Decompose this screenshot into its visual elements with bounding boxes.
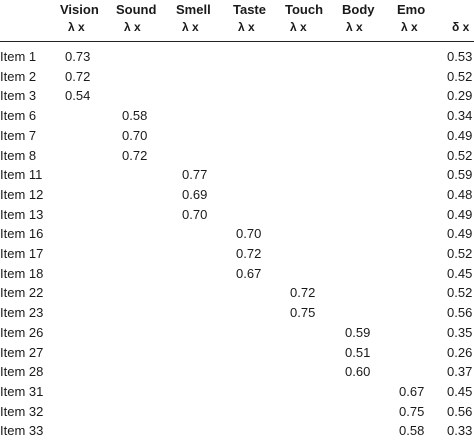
delta-value: 0.49 bbox=[447, 226, 473, 242]
delta-value: 0.52 bbox=[447, 246, 473, 261]
loading-value: 0.75 bbox=[290, 305, 316, 321]
loading-value: 0.70 bbox=[236, 226, 262, 242]
header-emo: Emo bbox=[397, 2, 426, 17]
loading-value: 0.72 bbox=[65, 68, 91, 84]
delta-value: 0.35 bbox=[447, 324, 473, 340]
subheader-touch: λ x bbox=[290, 20, 307, 34]
table-row: Item 22 0.72 0.52 bbox=[0, 283, 474, 303]
row-item-label: Item 8 bbox=[0, 147, 37, 163]
loading-value: 0.67 bbox=[236, 265, 262, 281]
table-row: Item 33 0.58 0.33 bbox=[0, 421, 474, 441]
table-row: Item 26 0.59 0.35 bbox=[0, 323, 474, 343]
loading-value: 0.54 bbox=[65, 88, 91, 104]
table-row: Item 23 0.75 0.56 bbox=[0, 303, 474, 323]
delta-value: 0.49 bbox=[447, 206, 473, 222]
delta-value: 0.37 bbox=[447, 364, 473, 380]
loading-value: 0.77 bbox=[182, 167, 208, 183]
row-item-label: Item 2 bbox=[0, 68, 37, 84]
table-row: Item 2 0.72 0.52 bbox=[0, 67, 474, 87]
loading-value: 0.72 bbox=[290, 285, 316, 301]
loading-value: 0.59 bbox=[345, 324, 371, 340]
row-item-label: Item 6 bbox=[0, 108, 37, 124]
header-sound: Sound bbox=[116, 2, 157, 17]
delta-value: 0.53 bbox=[447, 49, 473, 64]
table-row: Item 17 0.72 0.52 bbox=[0, 244, 474, 264]
loading-value: 0.51 bbox=[345, 344, 371, 360]
table-row: Item 28 0.60 0.37 bbox=[0, 362, 474, 382]
row-item-label: Item 28 bbox=[0, 364, 44, 380]
row-item-label: Item 31 bbox=[0, 383, 44, 399]
subheader-smell: λ x bbox=[182, 20, 199, 34]
header-vision: Vision bbox=[60, 2, 99, 17]
row-item-label: Item 13 bbox=[0, 206, 44, 222]
subheader-body: λ x bbox=[346, 20, 363, 34]
loading-value: 0.75 bbox=[399, 403, 425, 419]
table-row: Item 13 0.70 0.49 bbox=[0, 205, 474, 225]
row-item-label: Item 26 bbox=[0, 324, 44, 340]
loading-value: 0.72 bbox=[236, 246, 262, 261]
delta-value: 0.26 bbox=[447, 344, 473, 360]
loading-value: 0.67 bbox=[399, 383, 425, 399]
row-item-label: Item 32 bbox=[0, 403, 44, 419]
loading-value: 0.58 bbox=[122, 108, 148, 124]
delta-value: 0.34 bbox=[447, 108, 473, 124]
subheader-taste: λ x bbox=[238, 20, 255, 34]
table-row: Item 31 0.67 0.45 bbox=[0, 382, 474, 402]
row-item-label: Item 33 bbox=[0, 423, 44, 439]
row-item-label: Item 7 bbox=[0, 127, 37, 143]
delta-value: 0.45 bbox=[447, 265, 473, 281]
delta-value: 0.56 bbox=[447, 403, 473, 419]
row-item-label: Item 27 bbox=[0, 344, 44, 360]
table-row: Item 1 0.73 0.53 bbox=[0, 47, 474, 67]
row-item-label: Item 12 bbox=[0, 186, 44, 202]
header-body: Body bbox=[342, 2, 375, 17]
table-row: Item 7 0.70 0.49 bbox=[0, 126, 474, 146]
subheader-sound: λ x bbox=[124, 20, 141, 34]
delta-value: 0.48 bbox=[447, 186, 473, 202]
table-row: Item 11 0.77 0.59 bbox=[0, 165, 474, 185]
row-item-label: Item 22 bbox=[0, 285, 44, 301]
delta-value: 0.52 bbox=[447, 285, 473, 301]
loading-value: 0.60 bbox=[345, 364, 371, 380]
delta-value: 0.52 bbox=[447, 147, 473, 163]
row-item-label: Item 11 bbox=[0, 167, 43, 183]
loading-value: 0.70 bbox=[182, 206, 208, 222]
row-item-label: Item 3 bbox=[0, 88, 37, 104]
header-smell: Smell bbox=[176, 2, 211, 17]
table-row: Item 18 0.67 0.45 bbox=[0, 264, 474, 284]
subheader-vision: λ x bbox=[68, 20, 85, 34]
table-row: Item 3 0.54 0.29 bbox=[0, 86, 474, 106]
delta-value: 0.56 bbox=[447, 305, 473, 321]
header-rule bbox=[0, 41, 474, 42]
subheader-delta: δ x bbox=[452, 20, 470, 34]
header-touch: Touch bbox=[285, 2, 324, 17]
loading-value: 0.58 bbox=[399, 423, 425, 439]
table-row: Item 8 0.72 0.52 bbox=[0, 146, 474, 166]
delta-value: 0.49 bbox=[447, 127, 473, 143]
table-row: Item 16 0.70 0.49 bbox=[0, 224, 474, 244]
header-taste: Taste bbox=[233, 2, 266, 17]
row-item-label: Item 18 bbox=[0, 265, 44, 281]
subheader-emo: λ x bbox=[401, 20, 418, 34]
row-item-label: Item 1 bbox=[0, 49, 37, 64]
table-row: Item 32 0.75 0.56 bbox=[0, 402, 474, 422]
delta-value: 0.59 bbox=[447, 167, 473, 183]
row-item-label: Item 23 bbox=[0, 305, 44, 321]
loading-value: 0.73 bbox=[65, 49, 91, 64]
row-item-label: Item 17 bbox=[0, 246, 44, 261]
table-row: Item 12 0.69 0.48 bbox=[0, 185, 474, 205]
table-row: Item 27 0.51 0.26 bbox=[0, 343, 474, 363]
delta-value: 0.29 bbox=[447, 88, 473, 104]
delta-value: 0.52 bbox=[447, 68, 473, 84]
loading-value: 0.69 bbox=[182, 186, 208, 202]
delta-value: 0.33 bbox=[447, 423, 473, 439]
table-row: Item 6 0.58 0.34 bbox=[0, 106, 474, 126]
loading-value: 0.72 bbox=[122, 147, 148, 163]
delta-value: 0.45 bbox=[447, 383, 473, 399]
loading-value: 0.70 bbox=[122, 127, 148, 143]
row-item-label: Item 16 bbox=[0, 226, 44, 242]
